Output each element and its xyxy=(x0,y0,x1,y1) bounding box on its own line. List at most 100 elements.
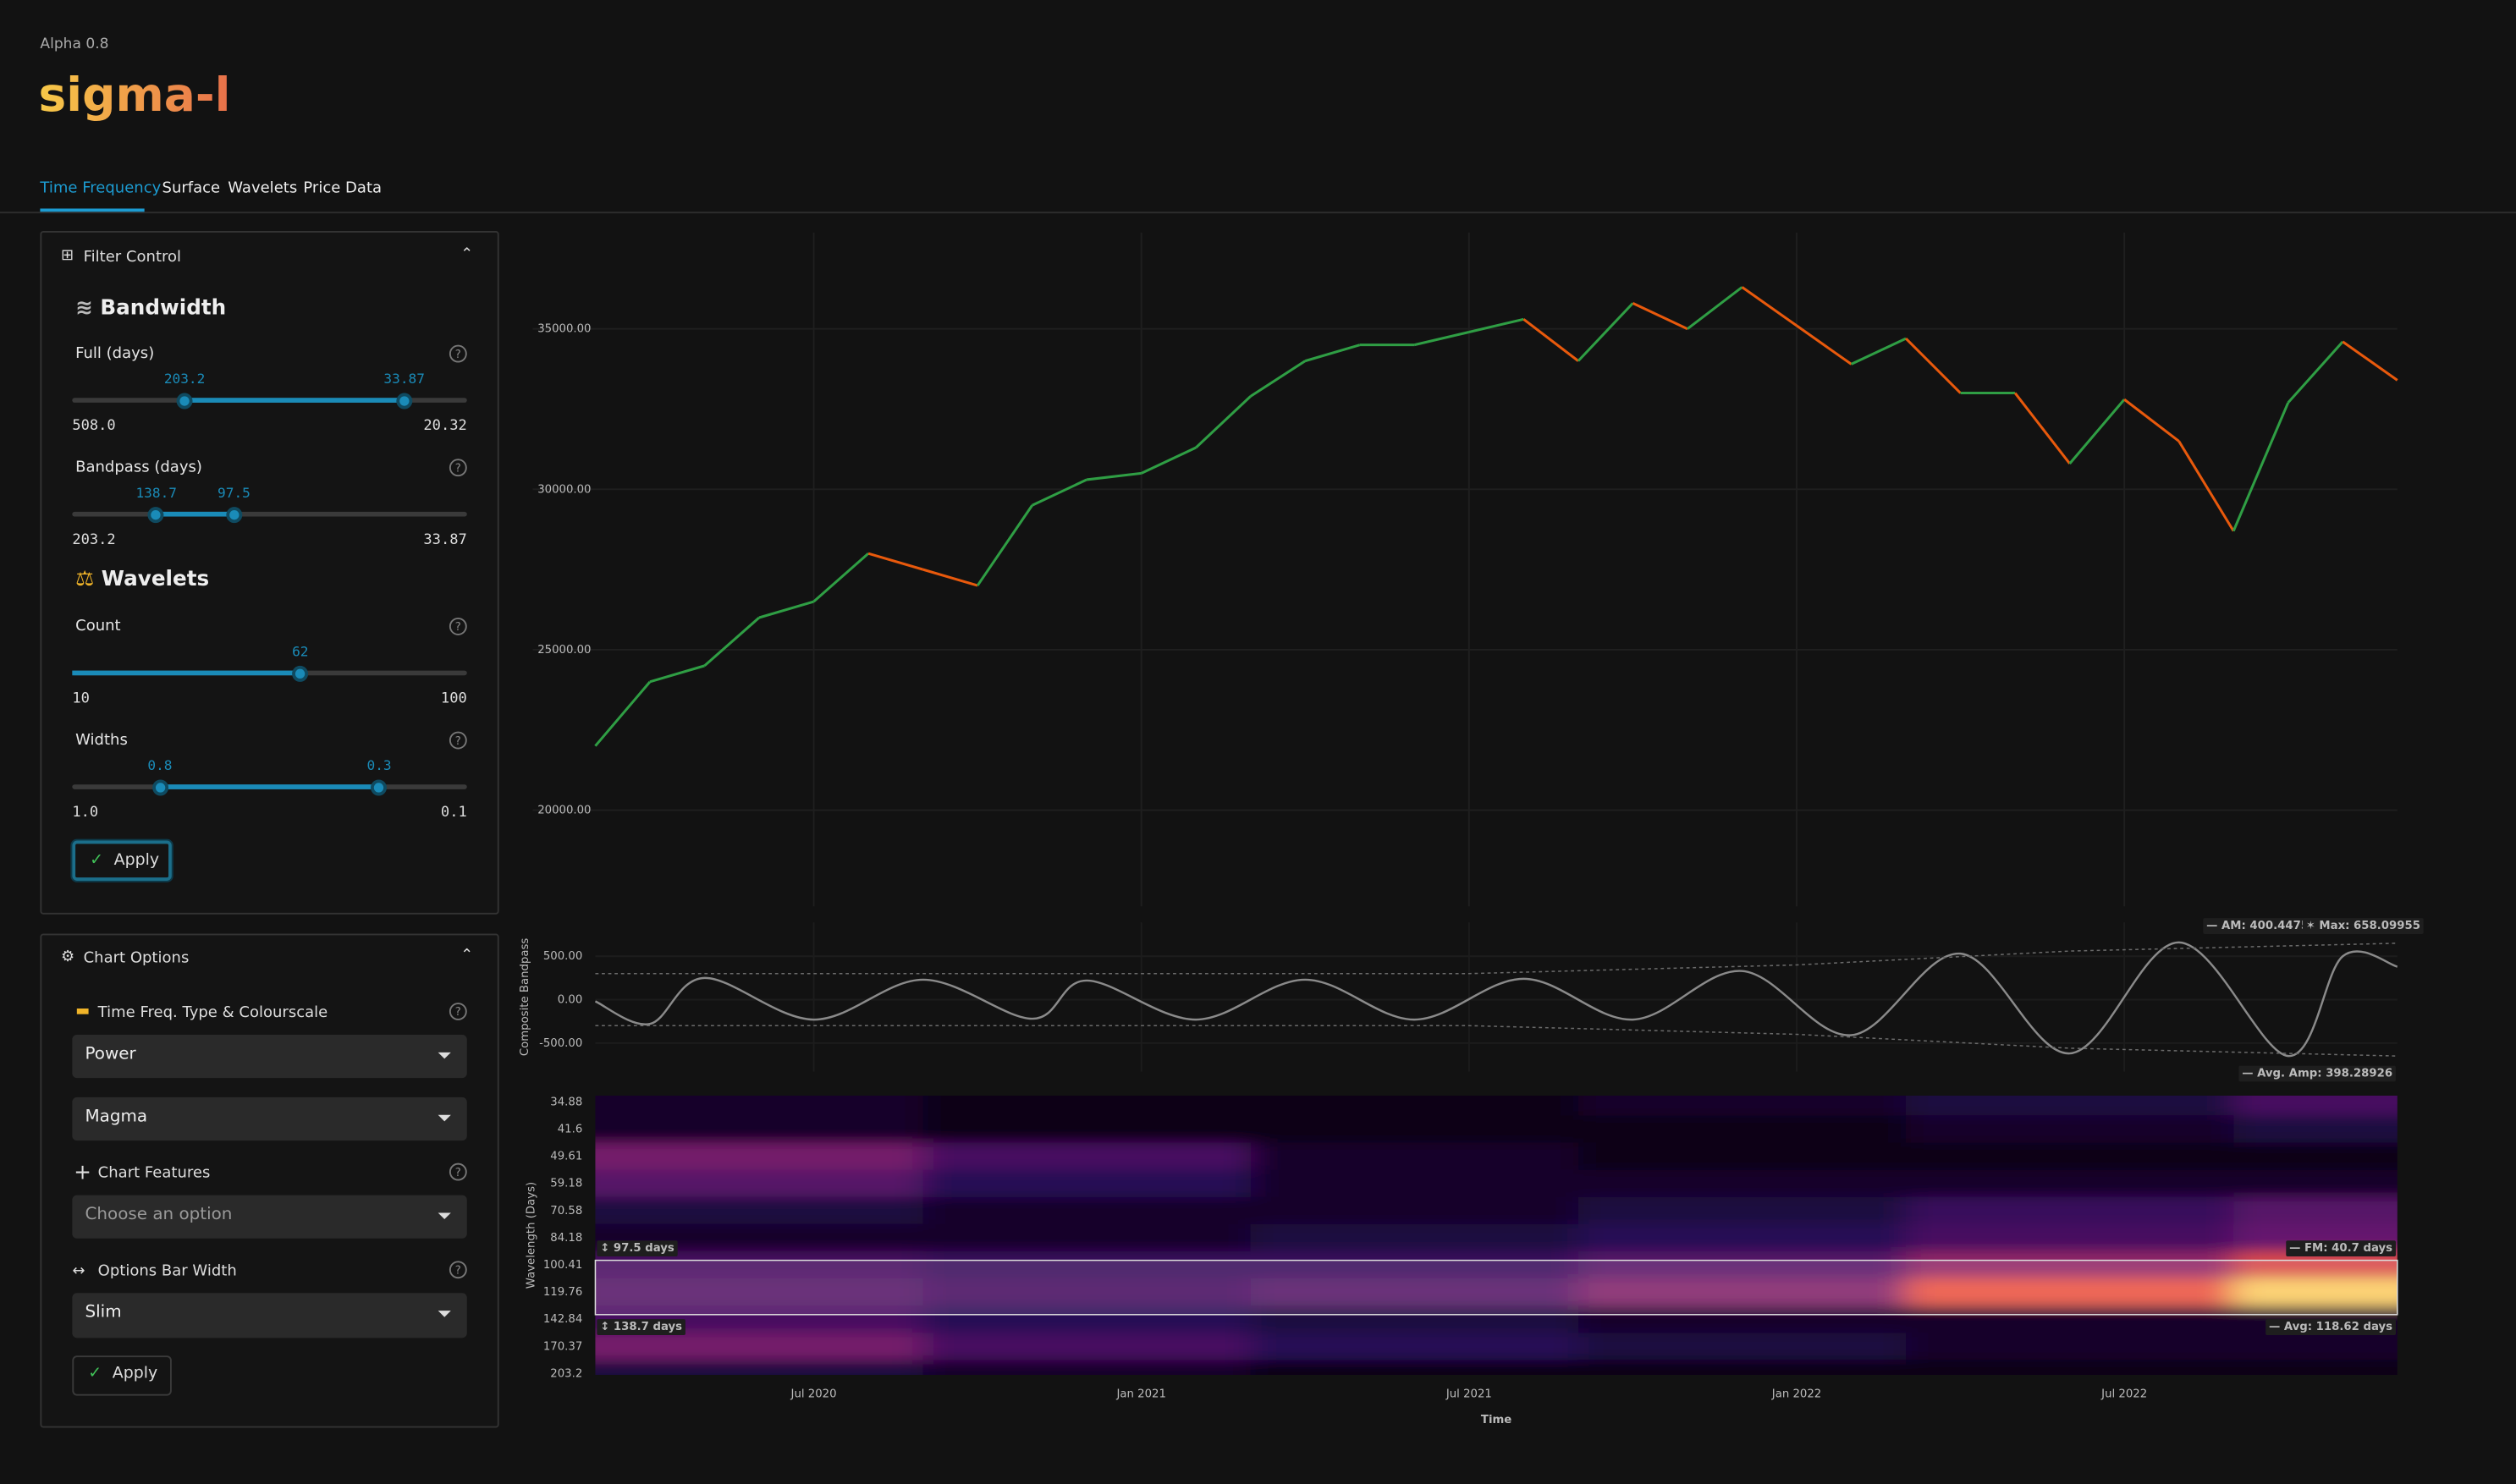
field-icon: ↔ xyxy=(72,1262,85,1281)
annotation: — Avg. Amp: 398.28926 xyxy=(2242,1067,2392,1080)
annotation: — AM: 400.44751 xyxy=(2206,920,2316,932)
slider-min: 10 xyxy=(72,691,90,708)
heatmap-cell xyxy=(922,1250,1252,1279)
apply-button[interactable]: Apply xyxy=(72,840,172,881)
annotation: — FM: 40.7 days xyxy=(2289,1242,2392,1255)
price-segment xyxy=(1086,471,1142,481)
y-tick-label: 35000.00 xyxy=(537,323,591,336)
y-tick-label: 59.18 xyxy=(550,1178,582,1190)
tab[interactable]: Price Data xyxy=(303,179,383,198)
price-segment xyxy=(1632,301,1688,331)
annotation-box xyxy=(2266,1319,2396,1335)
help-icon[interactable]: ? xyxy=(449,1162,467,1181)
field-icon: ▬ xyxy=(75,1003,91,1020)
slider-max: 33.87 xyxy=(423,532,467,549)
annotation-box xyxy=(597,1240,678,1257)
help-icon[interactable]: ? xyxy=(449,344,467,363)
heatmap-cell xyxy=(1250,1360,1579,1375)
slider-knob[interactable] xyxy=(151,778,168,795)
heatmap-cell xyxy=(922,1305,1252,1334)
y-tick-label: 170.37 xyxy=(543,1340,582,1353)
price-segment xyxy=(1468,317,1524,333)
price-segment xyxy=(1741,286,1798,327)
help-icon[interactable]: ? xyxy=(449,617,467,635)
heatmap-cell xyxy=(595,1096,924,1117)
price-segment xyxy=(1195,395,1252,449)
price-segment xyxy=(594,680,652,747)
slider-fill xyxy=(159,784,380,789)
bar-width-select[interactable]: Slim xyxy=(72,1293,467,1338)
slider-knob[interactable] xyxy=(396,392,413,409)
features-select[interactable]: Choose an option xyxy=(72,1195,467,1239)
slider-knob[interactable] xyxy=(225,506,242,523)
help-icon[interactable]: ? xyxy=(449,459,467,477)
help-icon[interactable]: ? xyxy=(449,1261,467,1279)
tab[interactable]: Wavelets xyxy=(228,179,298,198)
collapse-chevron[interactable]: ⌃ xyxy=(460,245,474,263)
slider-label: Full (days) xyxy=(75,344,155,363)
slider-max: 20.32 xyxy=(423,418,467,435)
heatmap-cell xyxy=(2233,1278,2398,1307)
heatmap-cell xyxy=(1906,1305,2235,1334)
colourscale-select[interactable]: Magma xyxy=(72,1097,467,1141)
x-tick-label: Jan 2021 xyxy=(1115,1388,1165,1401)
app-title: sigma-l xyxy=(38,67,231,123)
help-icon[interactable]: ? xyxy=(449,1003,467,1020)
panel-title[interactable]: Filter Control xyxy=(83,248,182,267)
slider-max: 100 xyxy=(440,691,467,708)
annotation-box xyxy=(2203,918,2321,934)
version: Alpha 0.8 xyxy=(40,36,109,53)
price-segment xyxy=(2123,398,2180,442)
x-tick-label: Jan 2022 xyxy=(1771,1388,1821,1401)
slider-knob[interactable] xyxy=(148,506,165,523)
heatmap-cell xyxy=(1250,1096,1579,1117)
heatmap-cell xyxy=(1577,1305,1907,1334)
panel-icon: ⊞ xyxy=(61,246,74,265)
annotation-box xyxy=(597,1319,685,1335)
tab-rule xyxy=(0,212,2516,214)
price-segment xyxy=(1522,318,1579,362)
tab[interactable]: Surface xyxy=(162,179,221,198)
slider-min: 203.2 xyxy=(72,532,116,549)
slider-min: 508.0 xyxy=(72,418,116,435)
price-segment xyxy=(1032,478,1087,507)
y-tick-label: 142.84 xyxy=(543,1313,582,1326)
heatmap-cell xyxy=(1577,1223,1907,1252)
y-tick-label: 70.58 xyxy=(550,1205,582,1217)
field-icon: + xyxy=(74,1161,91,1186)
heatmap-cell xyxy=(1906,1333,2235,1361)
panel-title[interactable]: Chart Options xyxy=(83,949,190,968)
y-tick-label: 30000.00 xyxy=(537,483,591,496)
y-tick-label: 49.61 xyxy=(550,1151,582,1163)
heatmap-cell xyxy=(1577,1096,1907,1117)
slider-value: 203.2 xyxy=(163,371,206,388)
heatmap-cell xyxy=(922,1115,1252,1144)
heatmap-cell xyxy=(922,1278,1252,1307)
heatmap-cell xyxy=(1577,1250,1907,1279)
help-icon[interactable]: ? xyxy=(449,731,467,750)
price-segment xyxy=(1850,337,1907,366)
field-label: Options Bar Width xyxy=(97,1262,237,1281)
slider-knob[interactable] xyxy=(176,392,193,409)
price-segment xyxy=(1687,286,1743,330)
section-text: Bandwidth xyxy=(100,296,227,322)
slider-knob[interactable] xyxy=(292,664,309,681)
heatmap-cell xyxy=(1906,1250,2235,1279)
type-select[interactable]: Power xyxy=(72,1034,467,1079)
heatmap-cell xyxy=(1906,1096,2235,1117)
y-tick-label: 84.18 xyxy=(550,1232,582,1245)
x-axis-title: Time xyxy=(1481,1414,1511,1426)
heatmap-cell xyxy=(595,1333,924,1361)
heatmap-cell xyxy=(922,1223,1252,1252)
y-tick-label: -500.00 xyxy=(539,1037,582,1050)
heatmap-cell xyxy=(1906,1223,2235,1252)
collapse-chevron[interactable]: ⌃ xyxy=(460,946,474,965)
field-label: Time Freq. Type & Colourscale xyxy=(97,1003,328,1022)
apply-button[interactable]: Apply xyxy=(72,1355,172,1396)
slider-knob[interactable] xyxy=(371,778,388,795)
slider-value: 138.7 xyxy=(135,486,177,503)
heatmap-cell xyxy=(2233,1333,2398,1361)
tab[interactable]: Time Frequency xyxy=(40,179,162,198)
envelope-line xyxy=(595,1025,2398,1057)
